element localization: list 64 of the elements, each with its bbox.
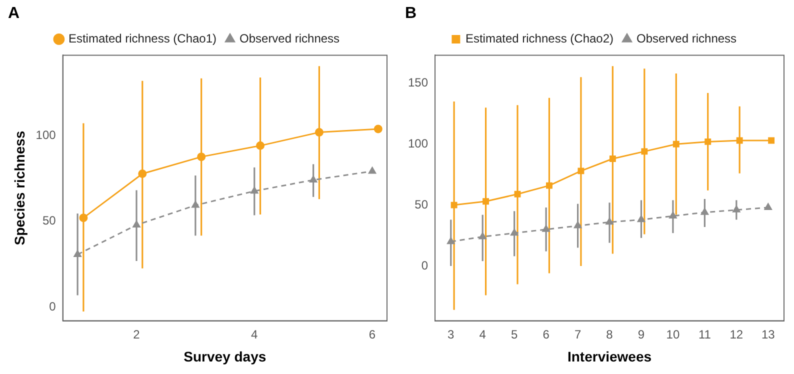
point <box>368 166 376 174</box>
point <box>450 202 458 208</box>
point <box>250 186 258 194</box>
point <box>546 182 552 189</box>
point <box>578 168 584 174</box>
point <box>574 222 582 228</box>
y-tick-label: 100 <box>408 136 428 150</box>
point <box>672 140 680 148</box>
x-tick-label: 13 <box>761 327 776 342</box>
x-tick-label: 6 <box>542 327 550 342</box>
x-tick-label: 8 <box>606 327 614 342</box>
point <box>192 201 200 208</box>
point <box>447 237 455 244</box>
y-tick-label: 150 <box>408 76 428 90</box>
point <box>669 212 677 219</box>
legend-label: Observed richness <box>636 32 737 46</box>
x-tick-label: 4 <box>479 327 486 342</box>
point <box>197 152 206 162</box>
point <box>641 148 648 155</box>
y-axis-title: Species richness <box>11 130 28 246</box>
point <box>74 250 82 257</box>
point <box>542 225 550 232</box>
point <box>314 128 324 137</box>
point <box>732 206 740 212</box>
x-tick-label: 12 <box>730 327 744 342</box>
chart-title: B <box>405 5 417 22</box>
point <box>138 170 147 178</box>
x-tick-label: 7 <box>574 327 582 342</box>
x-tick-label: 4 <box>251 327 258 342</box>
chart-title: A <box>8 5 20 22</box>
point <box>256 141 265 150</box>
y-tick-label: 0 <box>49 299 56 314</box>
point <box>768 137 775 144</box>
legend-label: Observed richness <box>240 32 340 46</box>
x-tick-label: 10 <box>666 327 680 342</box>
x-axis-title: Interviewees <box>567 348 652 364</box>
x-tick-label: 9 <box>638 327 645 342</box>
point <box>514 190 521 198</box>
point <box>79 214 88 222</box>
y-tick-label: 50 <box>42 214 56 228</box>
point <box>310 176 318 182</box>
y-tick-label: 100 <box>36 128 56 142</box>
legend-label: Estimated richness (Chao2) <box>465 32 614 46</box>
x-tick-label: 6 <box>368 327 376 342</box>
point <box>704 138 712 145</box>
point <box>132 220 140 228</box>
x-tick-label: 5 <box>510 327 518 342</box>
point <box>510 228 518 236</box>
x-tick-label: 11 <box>698 327 712 342</box>
legend-label: Estimated richness (Chao1) <box>68 32 217 46</box>
point <box>764 203 772 210</box>
x-tick-label: 2 <box>133 327 140 342</box>
point <box>374 124 382 134</box>
point <box>482 198 490 205</box>
x-axis-title: Survey days <box>184 348 266 364</box>
point <box>700 208 708 215</box>
point <box>606 218 614 225</box>
point <box>637 215 646 222</box>
y-tick-label: 50 <box>414 197 428 212</box>
x-tick-label: 3 <box>448 327 455 342</box>
point <box>478 232 486 240</box>
point <box>736 137 743 144</box>
y-tick-label: 0 <box>421 258 428 272</box>
point <box>609 156 616 162</box>
